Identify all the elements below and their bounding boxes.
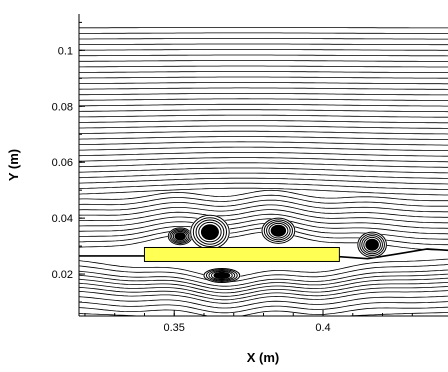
streamline [79, 277, 448, 294]
y-tick-label: 0.02 [52, 269, 73, 281]
streamline [79, 290, 448, 304]
streamline [79, 286, 448, 301]
streamline [79, 209, 448, 224]
streamline [79, 87, 448, 90]
streamline [79, 157, 448, 163]
streamline [79, 187, 448, 196]
streamline [79, 54, 448, 57]
streamline [79, 146, 448, 152]
streamline [79, 114, 448, 118]
obstacle-plate [143, 246, 340, 262]
vortex [203, 267, 241, 283]
vortex [261, 217, 296, 244]
streamline [79, 109, 448, 113]
streamline [79, 213, 448, 229]
streamline [79, 38, 448, 40]
vortex-group [167, 214, 388, 283]
y-tick-label: 0.1 [58, 45, 73, 57]
streamline [79, 222, 448, 240]
streamline [79, 71, 448, 73]
streamline [79, 151, 448, 157]
streamline [79, 130, 448, 135]
streamline [79, 120, 448, 124]
streamline [79, 182, 448, 190]
streamline [79, 103, 448, 107]
streamline [79, 301, 448, 314]
streamline [79, 218, 448, 235]
streamline [79, 98, 448, 101]
streamline [79, 82, 448, 85]
streamline [79, 49, 448, 51]
streamline [79, 93, 448, 96]
streamline [79, 141, 448, 146]
x-axis-title: X (m) [247, 350, 280, 365]
streamline [79, 43, 448, 46]
y-tick-label: 0.08 [52, 101, 73, 113]
streamline [79, 177, 448, 185]
streamline [79, 264, 448, 283]
streamline [79, 60, 448, 62]
streamline [79, 204, 448, 218]
streamline [79, 312, 448, 316]
streamline [79, 65, 448, 68]
streamline [79, 26, 448, 29]
streamline [79, 269, 448, 287]
y-ticks-group: 0.02 0.04 0.06 0.08 0.1 [52, 21, 85, 303]
y-axis-title: Y (m) [6, 149, 21, 181]
x-tick-label: 0.4 [315, 322, 330, 334]
streamline [79, 76, 448, 79]
streamline [79, 162, 448, 168]
streamline [79, 199, 448, 213]
vortex [189, 214, 231, 250]
x-ticks-group: 0.35 0.4 [84, 310, 413, 334]
streamline [79, 295, 448, 309]
streamline [79, 273, 448, 290]
vortex [167, 227, 193, 246]
streamline [79, 136, 448, 140]
streamline [79, 194, 448, 207]
streamline [79, 32, 448, 34]
streamline [79, 125, 448, 129]
x-tick-label: 0.35 [164, 322, 185, 334]
streamline [79, 189, 448, 202]
y-tick-label: 0.06 [52, 157, 73, 169]
y-tick-label: 0.04 [52, 213, 73, 225]
streamline [79, 167, 448, 174]
streamline [79, 306, 448, 316]
streamlines-group [79, 26, 448, 316]
streamline [79, 282, 448, 297]
vortex [357, 231, 388, 258]
streamline [79, 258, 448, 279]
streamline [79, 172, 448, 179]
